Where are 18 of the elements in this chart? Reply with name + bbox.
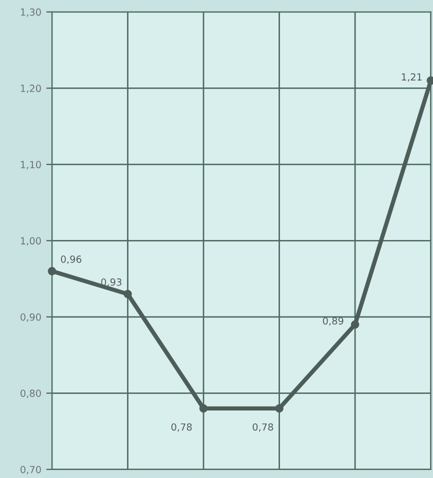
- point: [350, 320, 360, 329]
- point: [124, 290, 132, 298]
- y-tick-label: 0,70: [20, 466, 41, 474]
- data-label: 0,96: [60, 256, 82, 264]
- point: [48, 267, 56, 276]
- data-label: 0,78: [252, 423, 274, 432]
- y-tick-label: 1,10: [20, 160, 41, 170]
- y-tick-label: 0,80: [20, 390, 41, 398]
- y-tick-label: 1,20: [20, 84, 41, 94]
- data-label: 1,21: [402, 73, 422, 82]
- y-tick-label: 0,90: [20, 313, 41, 322]
- point: [275, 404, 284, 413]
- y-tick-label: 1,00: [20, 237, 41, 246]
- data-label: 0,93: [101, 278, 122, 287]
- data-label: 0,78: [171, 423, 192, 432]
- point: [199, 404, 208, 413]
- data-label: 0,89: [322, 317, 344, 326]
- y-tick-label: 1,30: [20, 8, 41, 17]
